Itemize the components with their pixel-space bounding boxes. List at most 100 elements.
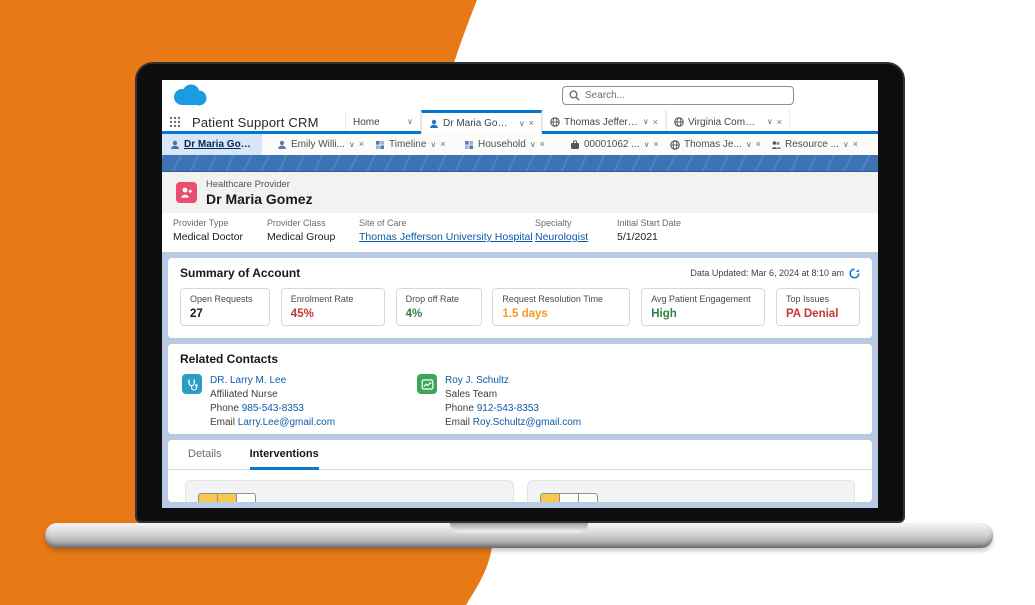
field-provider-type: Provider Type Medical Doctor (173, 218, 244, 243)
subtab-household[interactable]: Household ∨ × (464, 134, 570, 155)
close-icon[interactable]: × (539, 139, 545, 149)
section-title: Summary of Account (180, 266, 301, 280)
chevron-down-icon[interactable]: ∨ (518, 118, 525, 128)
chevron-down-icon[interactable]: ∨ (642, 117, 649, 126)
site-of-care-link[interactable]: Thomas Jefferson University Hospital (359, 231, 533, 243)
subtab-emily[interactable]: Emily Willi... ∨ × (277, 134, 375, 155)
salesforce-cloud-logo (174, 84, 207, 106)
field-specialty: Specialty Neurologist (535, 218, 617, 252)
subtab-resource[interactable]: Resource ... ∨ × (771, 134, 871, 155)
tab-dr-maria-gomez[interactable]: Dr Maria Gomez | He... ∨ × (421, 110, 542, 134)
laptop-frame: Patient Support CRM Home ∨ Dr Maria Gome… (135, 62, 905, 523)
progress-segment (558, 493, 579, 502)
nav-bar: Patient Support CRM Home ∨ Dr Maria Gome… (162, 110, 878, 134)
contact-role: Sales Team (445, 389, 498, 400)
intervention-panel[interactable] (185, 480, 514, 502)
section-title: Related Contacts (180, 352, 279, 366)
progress-segment (236, 493, 256, 502)
contact-email-link[interactable]: Larry.Lee@gmail.com (237, 417, 336, 428)
related-contacts-card: Related Contacts DR. Lar (168, 344, 872, 434)
details-interventions-card: Details Interventions (168, 440, 872, 502)
kpi-top-issues: Top Issues PA Denial (775, 288, 860, 326)
subtab-dr-maria-gomez[interactable]: Dr Maria Gome... (162, 134, 262, 155)
subtab-thomas-jefferson[interactable]: Thomas Je... ∨ × (670, 134, 771, 155)
data-updated-text: Data Updated: Mar 6, 2024 at 8:10 am (690, 268, 844, 278)
field-provider-class: Provider Class Medical Group (267, 218, 336, 243)
global-header (162, 80, 878, 110)
field-site-of-care: Site of Care Thomas Jefferson University… (359, 218, 535, 252)
app-launcher-icon[interactable] (162, 110, 188, 134)
chevron-down-icon[interactable]: ∨ (348, 139, 355, 149)
contact-larry-lee: DR. Larry M. Lee Affiliated Nurse Phone … (182, 374, 417, 430)
close-icon[interactable]: × (776, 116, 782, 127)
summary-of-account-card: Summary of Account Data Updated: Mar 6, … (168, 258, 872, 338)
kpi-enrolment-rate: Enrolment Rate 45% (280, 288, 385, 326)
close-icon[interactable]: × (358, 139, 365, 149)
case-briefcase-icon (571, 139, 579, 149)
highlights-panel: Provider Type Medical Doctor Provider Cl… (162, 213, 878, 252)
stethoscope-icon (182, 374, 202, 394)
tab-details[interactable]: Details (188, 448, 222, 460)
tab-thomas-jefferson[interactable]: Thomas Jefferson Un... ∨ × (542, 110, 666, 134)
account-globe-icon (674, 117, 684, 127)
record-type-label: Healthcare Provider (206, 178, 290, 190)
specialty-link[interactable]: Neurologist (535, 231, 589, 243)
chevron-down-icon[interactable]: ∨ (529, 139, 536, 149)
progress-segment (217, 493, 237, 502)
contact-phone-link[interactable]: 912-543-8353 (476, 403, 539, 414)
tab-virginia-commonwealth[interactable]: Virginia Commonwe... ∨ × (666, 110, 790, 134)
field-initial-start-date: Initial Start Date 5/1/2021 (617, 218, 682, 243)
close-icon[interactable]: × (852, 139, 859, 149)
chevron-down-icon[interactable]: ∨ (766, 117, 773, 126)
close-icon[interactable]: × (652, 116, 658, 127)
progress-segment (577, 493, 598, 502)
close-icon[interactable]: × (755, 139, 761, 149)
close-icon[interactable]: × (653, 139, 659, 149)
laptop-screen: Patient Support CRM Home ∨ Dr Maria Gome… (162, 80, 878, 508)
chevron-down-icon[interactable]: ∨ (430, 139, 437, 149)
kpi-open-requests: Open Requests 27 (180, 288, 270, 326)
healthcare-provider-icon (176, 182, 197, 203)
contact-email-link[interactable]: Roy.Schultz@gmail.com (472, 417, 582, 428)
page-title: Dr Maria Gomez (206, 190, 313, 207)
app-name: Patient Support CRM (192, 114, 319, 130)
refresh-icon[interactable] (849, 267, 860, 279)
intervention-panel[interactable] (526, 480, 855, 502)
search-input[interactable] (585, 90, 787, 101)
contact-name-link[interactable]: DR. Larry M. Lee (210, 375, 287, 386)
progress-indicator (198, 493, 501, 502)
chevron-down-icon[interactable]: ∨ (407, 117, 413, 126)
chevron-down-icon[interactable]: ∨ (643, 139, 650, 149)
chevron-down-icon[interactable]: ∨ (745, 139, 752, 149)
global-search[interactable] (562, 86, 794, 105)
timeline-icon (376, 140, 384, 149)
progress-segment (539, 493, 560, 502)
contact-role: Affiliated Nurse (210, 389, 278, 400)
subtab-case-00001062[interactable]: 00001062 ... ∨ × (570, 134, 670, 155)
search-icon (569, 90, 580, 101)
contact-phone-link[interactable]: 985-543-8353 (241, 403, 304, 414)
tab-interventions[interactable]: Interventions (249, 448, 319, 470)
kpi-avg-patient-engagement: Avg Patient Engagement High (641, 288, 766, 326)
kpi-drop-off-rate: Drop off Rate 4% (395, 288, 482, 326)
tab-home[interactable]: Home ∨ (345, 110, 421, 134)
contact-roy-schultz: Roy J. Schultz Sales Team Phone 912-543-… (417, 374, 581, 430)
close-icon[interactable]: × (528, 118, 534, 128)
subtab-timeline[interactable]: Timeline ∨ × (375, 134, 464, 155)
contact-icon (430, 119, 438, 128)
contact-name-link[interactable]: Roy J. Schultz (445, 375, 509, 386)
theme-banner (162, 155, 878, 172)
sales-chart-icon (417, 374, 437, 394)
kpi-request-resolution-time: Request Resolution Time 1.5 days (492, 288, 631, 326)
laptop-base (45, 523, 993, 548)
page-body: Summary of Account Data Updated: Mar 6, … (162, 252, 878, 508)
household-icon (465, 140, 473, 149)
progress-indicator (539, 493, 843, 502)
account-globe-icon (550, 117, 560, 127)
contact-icon (171, 140, 179, 149)
chevron-down-icon[interactable]: ∨ (842, 139, 849, 149)
progress-segment (198, 493, 218, 502)
contact-icon (278, 140, 286, 149)
close-icon[interactable]: × (440, 139, 446, 149)
